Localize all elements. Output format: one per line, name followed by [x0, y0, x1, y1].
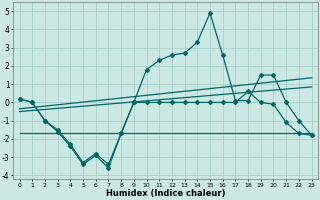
X-axis label: Humidex (Indice chaleur): Humidex (Indice chaleur): [106, 189, 225, 198]
